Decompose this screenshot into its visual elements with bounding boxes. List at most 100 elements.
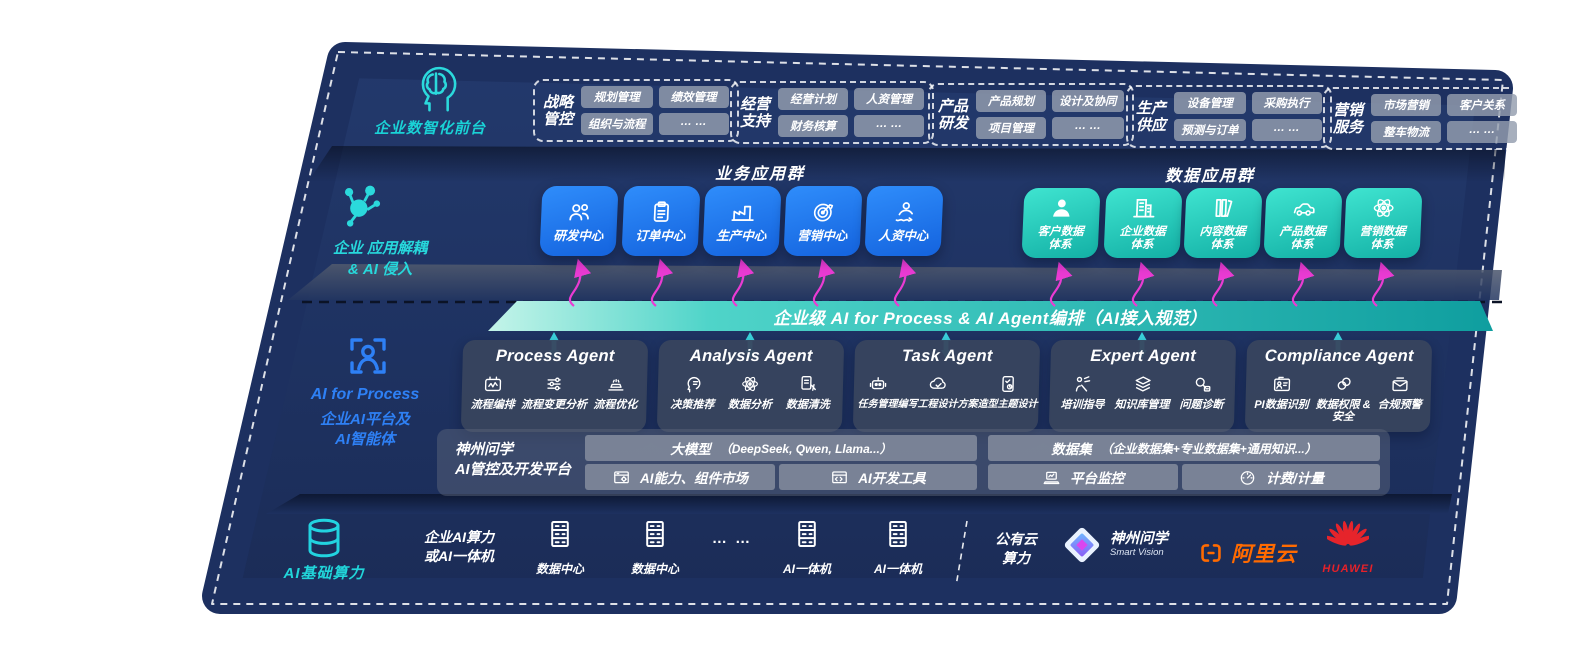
banner-title: 企业级 AI for Process & AI Agent编排（AI接入规范） [773,309,1207,328]
devtools-bar: AI开发工具 [779,464,977,490]
chip: … … [854,115,925,137]
ai-box2-label: AI一体机 [873,562,922,576]
chip: 经营计划 [778,88,849,110]
billing-bar: 计费/计量 [1182,464,1380,490]
chip: 采购执行 [1251,92,1322,114]
optimize-icon [608,379,624,391]
ellipsis-label: … … [711,529,753,547]
atom-icon [1373,198,1394,217]
person-growth-icon [895,202,913,222]
alibaba-bracket-icon [1201,544,1221,562]
front-group-operation: 经营 支持 经营计划 人资管理 财务核算 … … [730,81,935,144]
chip: 规划管理 [581,86,653,108]
server-icon [543,516,577,552]
alibaba-cloud-logo: 阿里云 [1196,538,1297,568]
apps-layer-label: 企业 应用解耦 & AI 侵入 [332,240,428,278]
data-box-enterprise: 企业数据 体系 [1103,188,1183,258]
chip: 设计及协同 [1052,90,1124,112]
huawei-flower-icon [1327,514,1369,554]
ai-box1-label: AI一体机 [782,562,831,576]
data-apps-title: 数据应用群 [1164,168,1255,185]
data-box-content: 内容数据 体系 [1183,188,1263,258]
app-box-production-center: 生产中心 [702,186,782,256]
decision-icon [687,376,701,393]
chip: 产品规划 [976,90,1047,112]
theme-design-icon [1002,375,1014,393]
platform-label: 神州问学 AI管控及开发平台 [455,442,571,478]
chip: 财务核算 [778,115,849,137]
agent-process: Process Agent 流程编排 流程变更分析 流程优化 [460,340,649,432]
change-analysis-icon [547,377,562,391]
group-title: 营销 [1333,101,1364,119]
training-icon [1075,376,1091,392]
group-title: 生产 [1136,99,1167,117]
engineering-design-icon [929,377,946,389]
group-title: 战略 [543,93,574,111]
gauge-icon [1240,470,1255,485]
alibaba-wordmark: 阿里云 [1231,543,1297,566]
group-title: 产品 [938,97,969,115]
molecule-icon [335,180,387,232]
compliance-alert-icon [1392,377,1408,392]
customer-icon [1053,199,1070,217]
task-robot-icon [869,377,887,390]
database-icon [300,514,348,562]
bevel-bottom [266,494,1452,514]
factory-icon [731,205,754,221]
magenta-arrows-business [568,258,917,307]
window-code-icon [832,470,848,483]
capability-bar: AI能力、组件市场 [585,464,775,490]
ai-layer-label-3: AI智能体 [334,431,395,448]
business-apps-title: 业务应用群 [714,166,805,183]
front-group-strategy: 战略 管控 规划管理 绩效管理 组织与流程 … … [533,79,739,142]
ai-layer-label-2: 企业AI平台及 [319,411,410,428]
chip: … … [1251,119,1322,141]
chip: 客户关系 [1447,94,1518,116]
chip: 组织与流程 [581,113,653,135]
chip: … … [1052,117,1124,139]
bevel-top [308,146,1505,182]
app-box-rd-center: 研发中心 [539,186,619,256]
huawei-wordmark: HUAWEI [1322,563,1374,575]
server-icon [638,516,672,552]
app-box-order-center: 订单中心 [621,186,701,256]
diagnosis-icon [1195,377,1211,392]
chip: 绩效管理 [658,86,729,108]
server-icon [881,516,915,552]
flow-icon [485,376,502,392]
brain-head-icon [408,60,464,116]
panel-dashed-outline [211,51,1504,605]
smart-vision-wordmark: 神州问学 Smart Vision [1110,531,1168,558]
agent-task: Task Agent 任务管理 编写工程设计方案 造型 [852,340,1041,432]
car-icon [1293,202,1315,216]
knowledge-layers-icon [1135,376,1151,392]
scan-person-icon [344,332,392,380]
data-box-customer: 客户数据 体系 [1021,188,1101,258]
model-bar: 大模型 （DeepSeek, Qwen, Llama...） [585,435,977,461]
building-icon [1133,198,1155,218]
bevel-middle [288,264,1502,300]
dataset-bar: 数据集 （企业数据集+专业数据集+通用知识...） [988,435,1380,461]
chip: … … [1447,121,1518,143]
chip: 人资管理 [854,88,925,110]
data-box-product: 产品数据 体系 [1263,188,1343,258]
monitor-bar: 平台监控 [988,464,1178,490]
books-icon [1215,198,1233,217]
window-gear-icon [614,470,629,483]
server-icon [790,516,824,552]
chip: … … [658,113,729,135]
data-permission-icon [1337,377,1351,390]
front-group-marketing: 营销 服务 市场营销 客户关系 整车物流 … … [1323,87,1528,150]
infra-label: AI基础算力 [283,565,365,582]
app-box-marketing-center: 营销中心 [783,186,863,256]
front-layer-label: 企业数智化前台 [373,120,486,137]
chip: 预测与订单 [1174,119,1246,141]
target-dart-icon [813,203,834,222]
team-icon [569,203,589,221]
agent-expert: Expert Agent 培训指导 知识库管理 问题诊断 [1048,340,1237,432]
smart-vision-logo-icon [1060,523,1104,567]
front-group-product: 产品 研发 产品规划 设计及协同 项目管理 … … [928,83,1134,146]
chip: 市场营销 [1371,94,1442,116]
data-box-marketing: 营销数据 体系 [1343,188,1423,258]
